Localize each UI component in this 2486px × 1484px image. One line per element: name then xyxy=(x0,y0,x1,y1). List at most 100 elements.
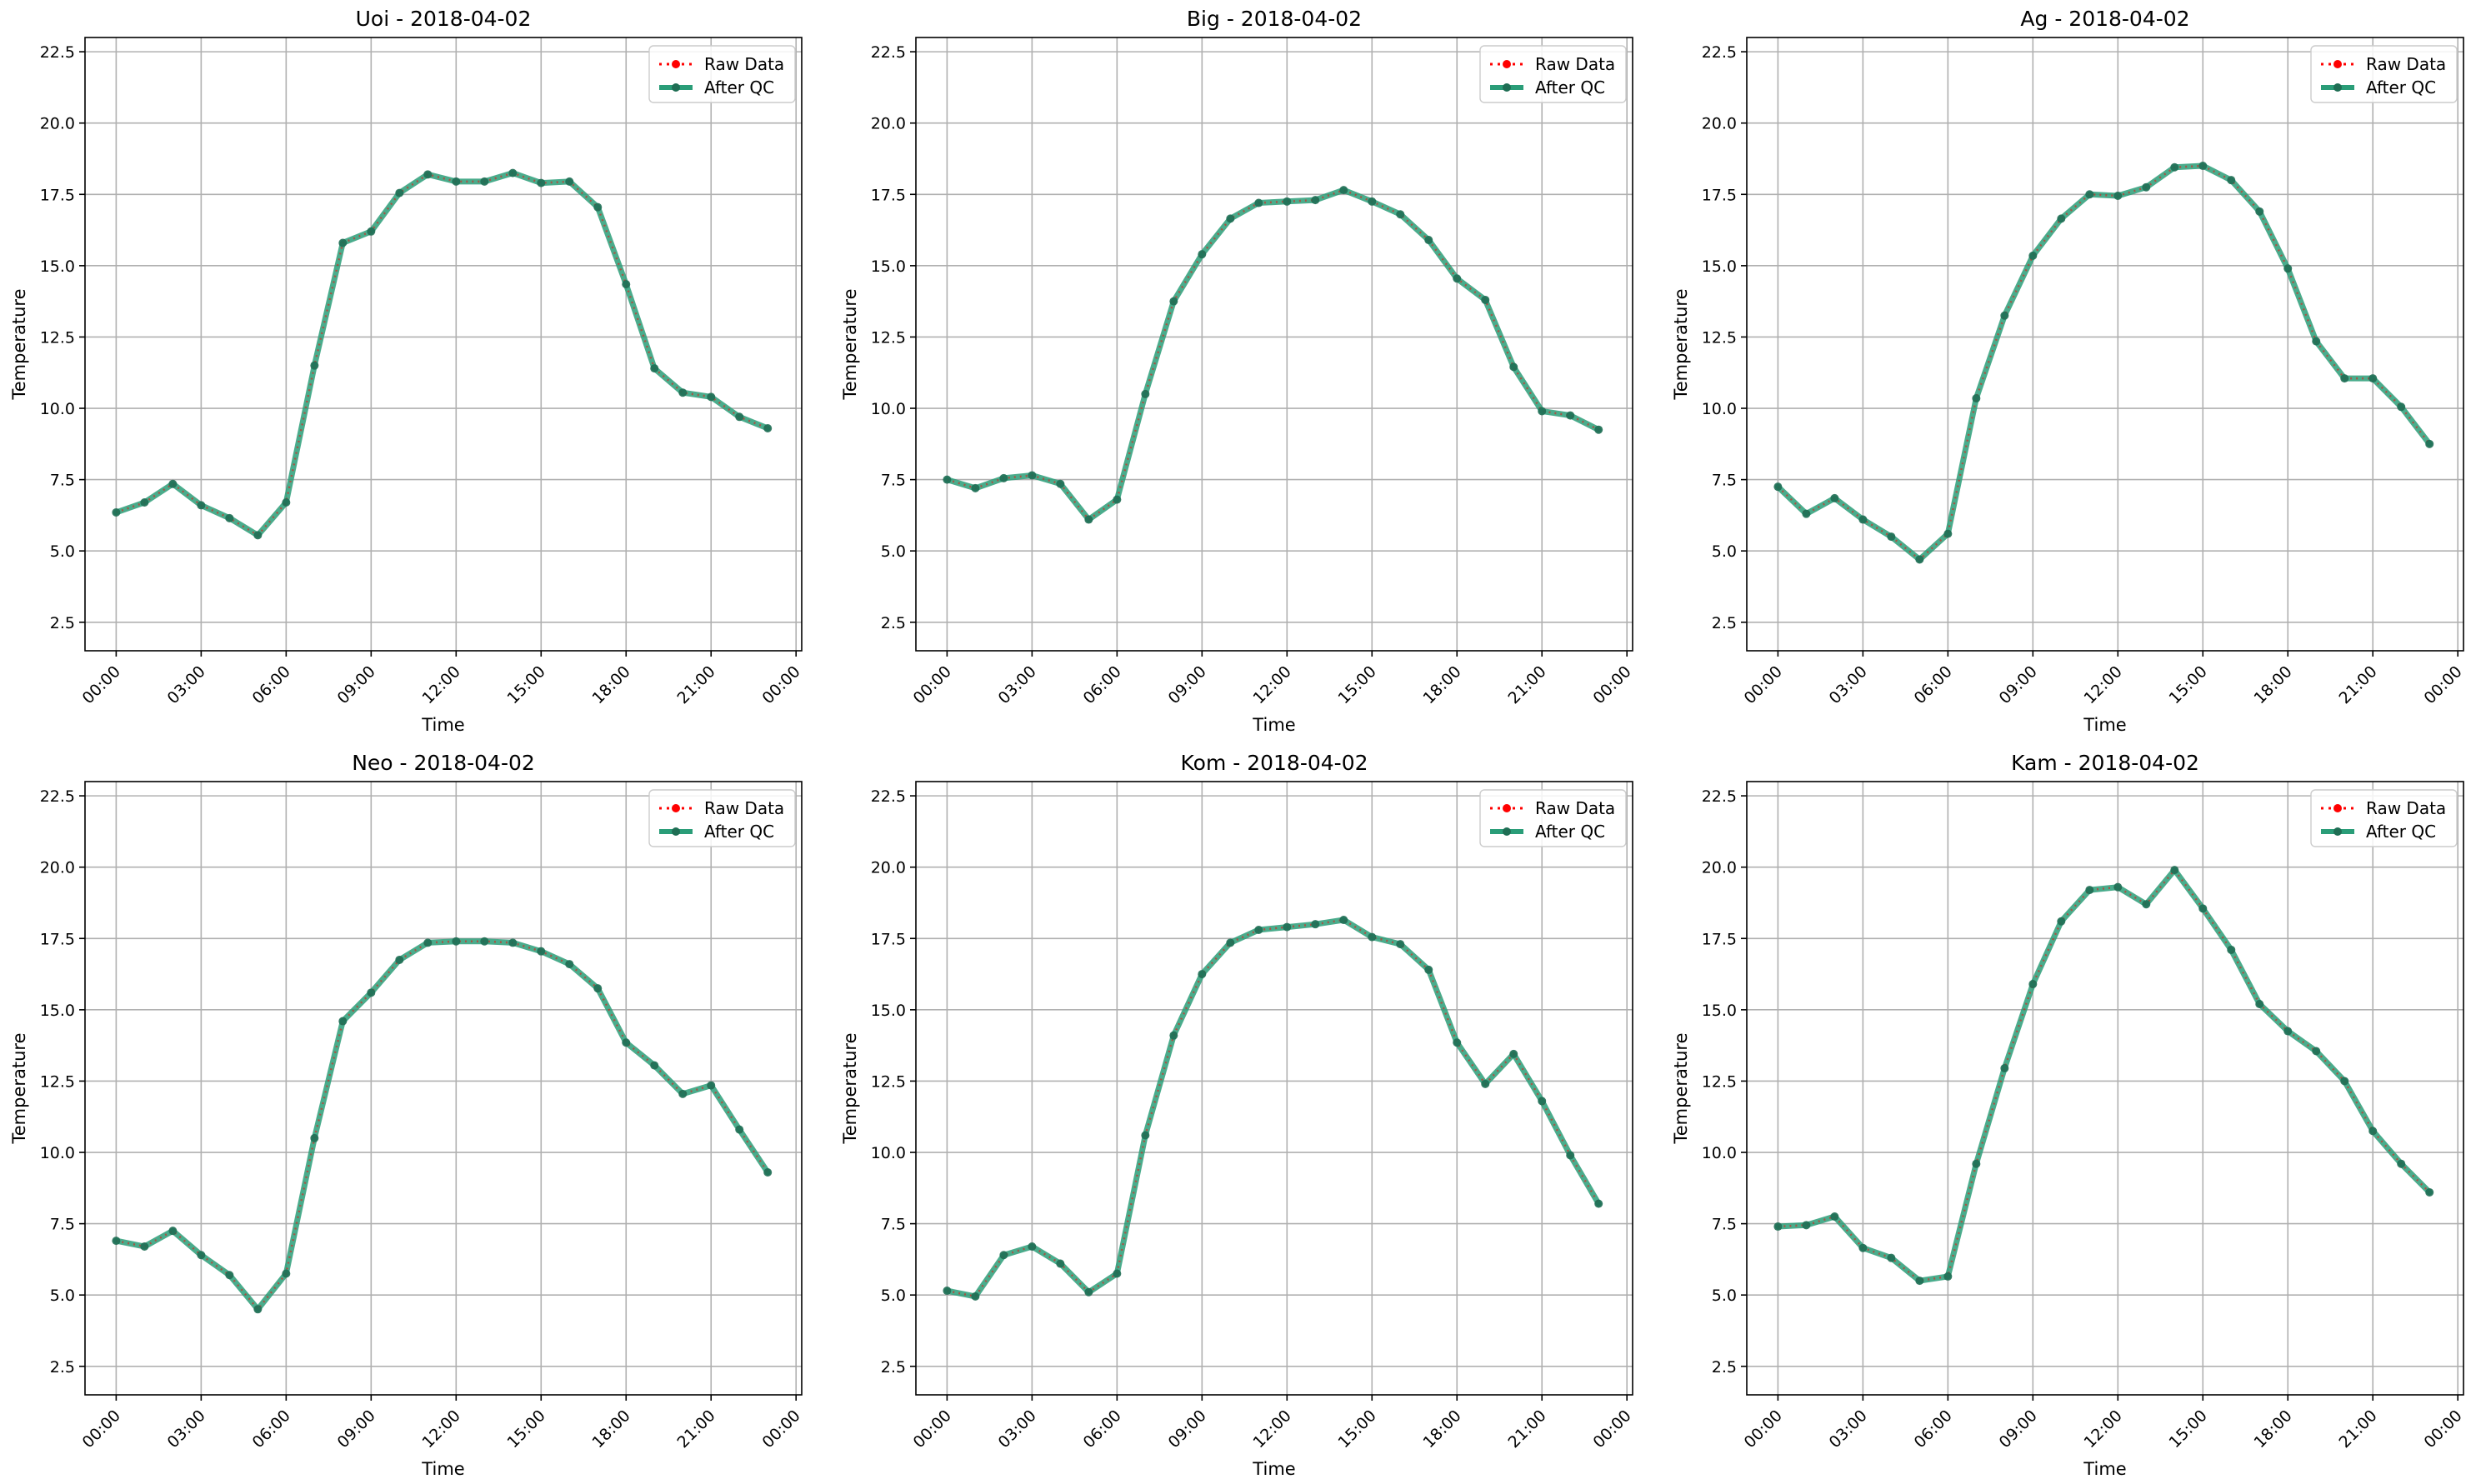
data-point-after-qc-23 xyxy=(763,1167,773,1177)
series-line-raw-data xyxy=(115,172,768,537)
data-point-after-qc-5 xyxy=(1915,555,1924,564)
y-tick-label-5: 15.0 xyxy=(1702,257,1737,276)
data-point-after-qc-9 xyxy=(367,988,376,997)
data-point-after-qc-12 xyxy=(452,937,461,946)
data-point-after-qc-21 xyxy=(707,1081,716,1090)
x-tick-label-8: 00:00 xyxy=(758,662,803,707)
data-point-after-qc-6 xyxy=(282,497,291,507)
data-point-after-qc-17 xyxy=(2255,1000,2264,1009)
data-point-after-qc-17 xyxy=(1424,236,1433,245)
data-point-after-qc-3 xyxy=(1858,515,1868,524)
data-point-after-qc-5 xyxy=(253,1305,263,1314)
data-point-after-qc-17 xyxy=(593,202,603,212)
data-point-after-qc-18 xyxy=(622,280,631,289)
y-axis-label: Temperature xyxy=(9,288,29,400)
x-tick-label-6: 18:00 xyxy=(2251,662,2296,707)
data-point-after-qc-14 xyxy=(1339,916,1348,925)
data-point-after-qc-15 xyxy=(537,947,546,956)
data-point-after-qc-8 xyxy=(1169,1031,1178,1040)
data-point-after-qc-14 xyxy=(2170,162,2179,172)
subplot-5: 2.5 5.0 7.5 10.0 12.5 15.0 17.5 20.0 22.5 00:00 03… xyxy=(840,751,1635,1479)
legend-qc-marker xyxy=(1503,827,1511,836)
x-tick-label-4: 12:00 xyxy=(1250,1407,1295,1452)
data-point-after-qc-7 xyxy=(310,361,319,370)
x-tick-label-7: 21:00 xyxy=(1504,1407,1549,1452)
data-point-after-qc-11 xyxy=(2085,886,2094,895)
x-tick-label-0: 00:00 xyxy=(1741,1407,1786,1452)
y-tick-label-8: 22.5 xyxy=(871,43,906,62)
x-tick-label-1: 03:00 xyxy=(164,1407,209,1452)
series-line-raw-data xyxy=(947,918,1600,1298)
x-tick-label-2: 06:00 xyxy=(1911,1407,1956,1452)
data-point-after-qc-19 xyxy=(1481,1079,1490,1088)
data-point-after-qc-16 xyxy=(565,177,574,186)
subplot-title: Kam - 2018-04-02 xyxy=(2011,751,2199,775)
data-point-after-qc-15 xyxy=(1368,197,1377,206)
series-line-raw-data xyxy=(116,940,769,1312)
data-point-after-qc-0 xyxy=(112,507,121,517)
legend-raw-marker xyxy=(2333,60,2342,68)
data-point-after-qc-14 xyxy=(2170,866,2179,875)
y-tick-label-6: 17.5 xyxy=(40,186,75,204)
data-point-after-qc-13 xyxy=(480,937,489,946)
y-tick-label-8: 22.5 xyxy=(40,43,75,62)
data-point-after-qc-8 xyxy=(338,238,348,247)
subplot-title: Neo - 2018-04-02 xyxy=(352,751,535,775)
legend-qc-label: After QC xyxy=(704,822,774,842)
y-tick-label-6: 17.5 xyxy=(40,930,75,948)
x-tick-label-6: 18:00 xyxy=(2251,1407,2296,1452)
axes-frame xyxy=(84,781,803,1396)
data-point-after-qc-0 xyxy=(1773,482,1783,492)
y-tick-label-7: 20.0 xyxy=(40,859,75,877)
data-point-after-qc-21 xyxy=(707,392,716,402)
data-point-after-qc-8 xyxy=(2000,311,2009,320)
axes-frame xyxy=(915,37,1633,652)
x-tick-label-8: 00:00 xyxy=(2420,662,2465,707)
data-point-after-qc-3 xyxy=(197,1251,206,1260)
data-point-after-qc-4 xyxy=(1887,532,1896,542)
legend-raw-marker xyxy=(1503,60,1511,68)
y-axis-label: Temperature xyxy=(1671,288,1691,400)
data-point-after-qc-13 xyxy=(2142,182,2151,192)
y-tick-label-2: 7.5 xyxy=(1712,1216,1737,1234)
data-point-after-qc-12 xyxy=(1283,197,1292,206)
x-tick-label-5: 15:00 xyxy=(1335,1407,1380,1452)
data-point-after-qc-6 xyxy=(282,1269,291,1278)
data-point-after-qc-19 xyxy=(2312,1047,2321,1056)
subplot-3: 2.5 5.0 7.5 10.0 12.5 15.0 17.5 20.0 22.5 00:00 03… xyxy=(1671,7,2466,735)
y-tick-label-8: 22.5 xyxy=(1702,43,1737,62)
data-point-after-qc-3 xyxy=(1028,1242,1037,1251)
data-point-after-qc-14 xyxy=(1339,186,1348,195)
data-point-after-qc-20 xyxy=(678,388,688,397)
data-point-after-qc-18 xyxy=(2283,1027,2293,1036)
x-tick-label-4: 12:00 xyxy=(419,1407,464,1452)
y-tick-label-8: 22.5 xyxy=(40,787,75,806)
y-tick-label-7: 20.0 xyxy=(1702,115,1737,133)
y-tick-label-8: 22.5 xyxy=(1702,787,1737,806)
y-tick-label-3: 10.0 xyxy=(1702,1144,1737,1162)
data-point-after-qc-16 xyxy=(2227,176,2236,185)
y-tick-label-4: 12.5 xyxy=(871,328,906,347)
x-tick-label-1: 03:00 xyxy=(1826,1407,1871,1452)
legend-qc-label: After QC xyxy=(1535,77,1605,97)
y-tick-label-7: 20.0 xyxy=(1702,859,1737,877)
subplot-2: 2.5 5.0 7.5 10.0 12.5 15.0 17.5 20.0 22.5 00:00 03… xyxy=(840,7,1635,735)
data-point-after-qc-16 xyxy=(565,960,574,969)
data-point-after-qc-2 xyxy=(168,479,178,488)
data-point-after-qc-0 xyxy=(112,1237,121,1246)
data-point-after-qc-19 xyxy=(2312,337,2321,346)
legend-raw-label: Raw Data xyxy=(2366,798,2446,818)
data-point-after-qc-7 xyxy=(1141,389,1150,398)
data-point-after-qc-23 xyxy=(2425,1187,2434,1197)
y-tick-label-7: 20.0 xyxy=(871,115,906,133)
data-point-after-qc-6 xyxy=(1113,1269,1122,1278)
data-point-after-qc-20 xyxy=(678,1089,688,1098)
x-tick-label-0: 00:00 xyxy=(1741,662,1786,707)
subplot-title: Ag - 2018-04-02 xyxy=(2020,7,2189,31)
data-point-after-qc-7 xyxy=(1972,1159,1981,1168)
series-line-after-qc xyxy=(1774,867,2433,1284)
data-point-after-qc-23 xyxy=(1594,1199,1603,1208)
x-axis-label: Time xyxy=(421,1459,464,1479)
legend-qc-label: After QC xyxy=(704,77,774,97)
y-tick-label-3: 10.0 xyxy=(40,400,75,418)
